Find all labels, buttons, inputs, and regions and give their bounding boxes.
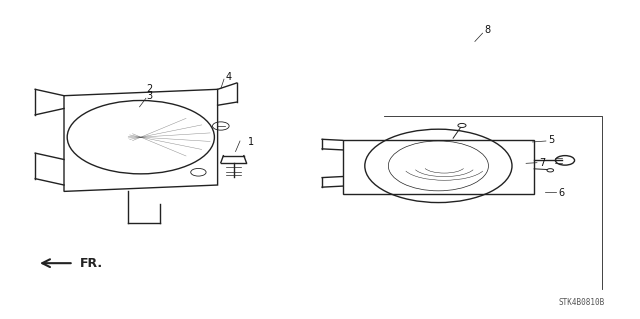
Bar xyxy=(343,140,534,194)
Text: STK4B0810B: STK4B0810B xyxy=(559,298,605,307)
Text: 5: 5 xyxy=(548,135,555,145)
Text: 2: 2 xyxy=(146,84,152,94)
Text: 6: 6 xyxy=(559,188,565,198)
Text: FR.: FR. xyxy=(80,257,103,270)
Text: 8: 8 xyxy=(484,25,491,35)
Text: 4: 4 xyxy=(226,71,232,82)
Text: 7: 7 xyxy=(540,158,546,168)
Text: 1: 1 xyxy=(248,137,254,147)
Text: 3: 3 xyxy=(146,91,152,101)
